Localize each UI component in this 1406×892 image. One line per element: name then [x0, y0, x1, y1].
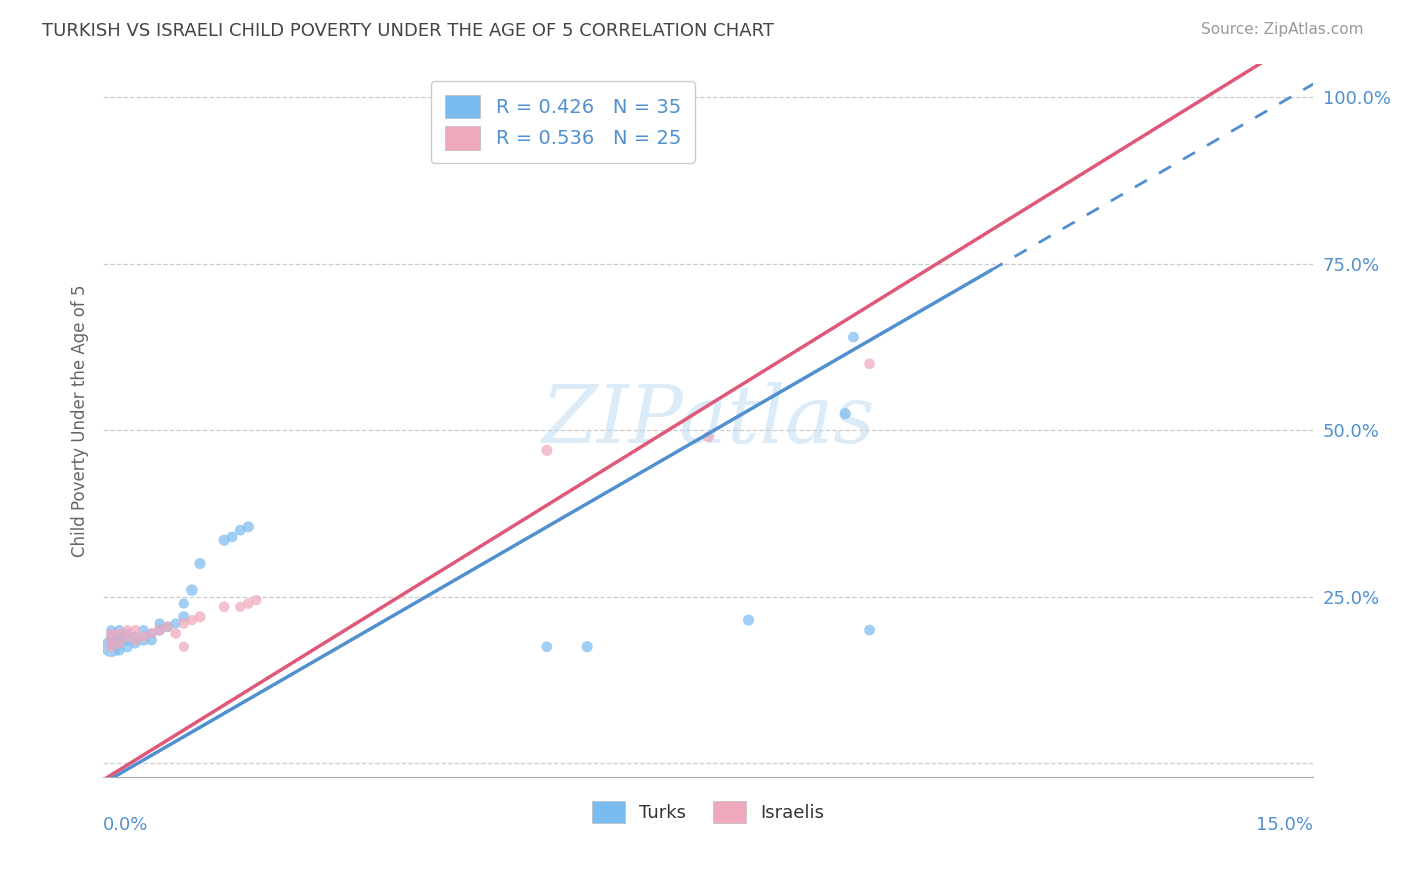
- Point: [173, 597, 195, 611]
- Point: [117, 623, 139, 637]
- Point: [108, 630, 131, 644]
- Point: [536, 443, 558, 458]
- Point: [100, 633, 122, 648]
- Point: [188, 609, 211, 624]
- Legend: Turks, Israelis: Turks, Israelis: [583, 791, 834, 831]
- Point: [858, 357, 880, 371]
- Point: [117, 633, 139, 648]
- Point: [238, 520, 260, 534]
- Text: 15.0%: 15.0%: [1257, 816, 1313, 834]
- Point: [100, 636, 122, 650]
- Point: [156, 620, 179, 634]
- Point: [100, 630, 122, 644]
- Point: [124, 623, 146, 637]
- Point: [108, 623, 131, 637]
- Point: [156, 620, 179, 634]
- Text: Source: ZipAtlas.com: Source: ZipAtlas.com: [1201, 22, 1364, 37]
- Point: [100, 640, 122, 654]
- Point: [165, 616, 187, 631]
- Point: [842, 330, 865, 344]
- Point: [188, 557, 211, 571]
- Point: [536, 640, 558, 654]
- Point: [100, 640, 122, 654]
- Point: [108, 626, 131, 640]
- Point: [117, 640, 139, 654]
- Point: [149, 616, 172, 631]
- Point: [132, 630, 155, 644]
- Point: [108, 636, 131, 650]
- Point: [180, 613, 202, 627]
- Point: [117, 626, 139, 640]
- Point: [173, 609, 195, 624]
- Point: [124, 633, 146, 648]
- Point: [173, 616, 195, 631]
- Point: [100, 626, 122, 640]
- Point: [212, 599, 235, 614]
- Point: [834, 407, 856, 421]
- Point: [132, 633, 155, 648]
- Point: [737, 613, 759, 627]
- Point: [124, 636, 146, 650]
- Point: [238, 597, 260, 611]
- Point: [576, 640, 599, 654]
- Point: [141, 633, 163, 648]
- Point: [124, 630, 146, 644]
- Point: [229, 523, 252, 537]
- Point: [165, 626, 187, 640]
- Point: [697, 430, 720, 444]
- Point: [141, 626, 163, 640]
- Point: [229, 599, 252, 614]
- Point: [149, 623, 172, 637]
- Text: ZIPatlas: ZIPatlas: [541, 382, 875, 459]
- Point: [141, 626, 163, 640]
- Point: [212, 533, 235, 548]
- Point: [108, 633, 131, 648]
- Point: [132, 623, 155, 637]
- Point: [149, 623, 172, 637]
- Point: [180, 583, 202, 598]
- Point: [100, 623, 122, 637]
- Point: [108, 643, 131, 657]
- Point: [173, 640, 195, 654]
- Point: [117, 630, 139, 644]
- Point: [245, 593, 267, 607]
- Text: TURKISH VS ISRAELI CHILD POVERTY UNDER THE AGE OF 5 CORRELATION CHART: TURKISH VS ISRAELI CHILD POVERTY UNDER T…: [42, 22, 775, 40]
- Text: 0.0%: 0.0%: [103, 816, 149, 834]
- Point: [221, 530, 243, 544]
- Point: [858, 623, 880, 637]
- Y-axis label: Child Poverty Under the Age of 5: Child Poverty Under the Age of 5: [72, 284, 89, 557]
